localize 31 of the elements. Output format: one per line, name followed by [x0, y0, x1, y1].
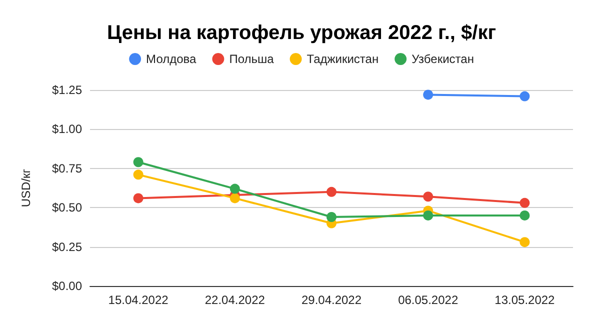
y-tick-label: $0.00: [52, 279, 82, 293]
point: [520, 237, 530, 248]
x-tick-label: 15.04.2022: [108, 293, 169, 307]
y-tick-label: $1.00: [52, 122, 82, 136]
y-tick-label: $0.50: [52, 200, 82, 215]
x-tick-label: 29.04.2022: [301, 293, 362, 307]
point: [520, 91, 530, 102]
point: [326, 212, 336, 222]
point: [520, 198, 530, 208]
legend-label: Таджикистан: [306, 52, 379, 66]
y-tick-label: $0.25: [52, 240, 82, 254]
point: [230, 184, 240, 194]
x-tick-label: 06.05.2022: [398, 293, 458, 307]
chart-title: Цены на картофель урожая 2022 г., $/кг: [106, 22, 496, 44]
y-tick-label: $1.25: [52, 83, 82, 97]
point: [423, 210, 434, 220]
x-tick-label: 13.05.2022: [494, 293, 556, 307]
y-axis-title: USD/кг: [19, 168, 33, 208]
point: [520, 210, 530, 220]
point: [133, 170, 144, 180]
y-tick-label: $0.75: [52, 161, 82, 176]
point: [423, 90, 434, 100]
point: [133, 157, 144, 168]
legend-label: Молдова: [146, 52, 197, 66]
point: [326, 186, 336, 197]
legend-label: Польша: [229, 52, 274, 66]
x-tick-label: 22.04.2022: [204, 293, 266, 307]
point: [230, 193, 240, 204]
legend-label: Узбекистан: [412, 52, 474, 66]
point: [133, 193, 144, 204]
point: [423, 192, 434, 202]
